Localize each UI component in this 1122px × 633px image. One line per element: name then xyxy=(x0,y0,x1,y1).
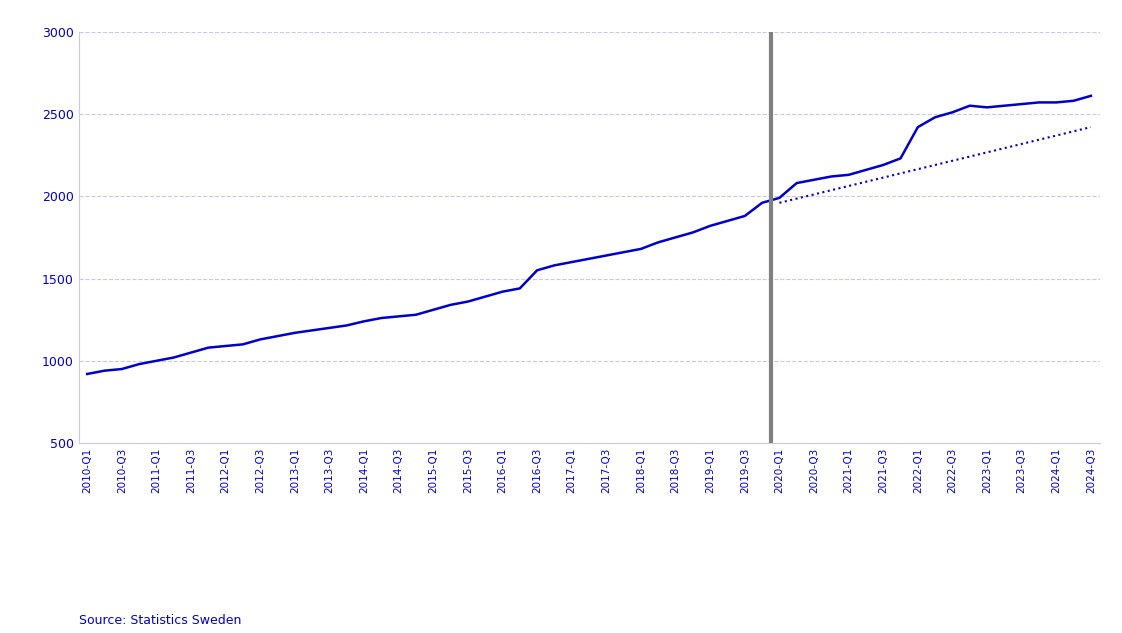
Text: Source: Statistics Sweden: Source: Statistics Sweden xyxy=(79,613,241,627)
